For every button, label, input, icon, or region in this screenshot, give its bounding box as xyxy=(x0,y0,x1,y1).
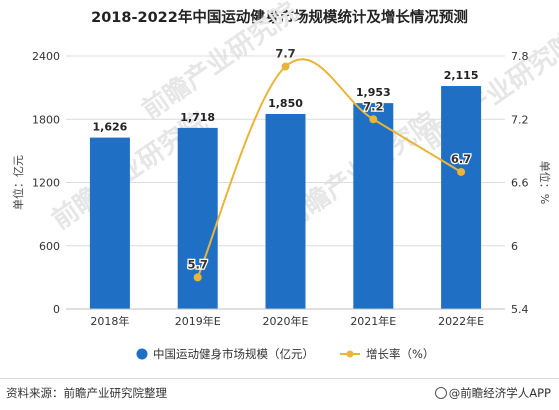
brand-logo-icon xyxy=(435,387,447,399)
legend-bar-label: 中国运动健身市场规模（亿元） xyxy=(153,347,314,361)
x-tick-label: 2022年E xyxy=(438,314,484,328)
legend-bar-marker xyxy=(137,349,148,360)
bar xyxy=(266,114,306,309)
growth-value-label: 7.7 xyxy=(275,47,295,61)
growth-point xyxy=(282,63,290,71)
growth-value-label: 6.7 xyxy=(451,152,471,166)
bar-value-label: 1,850 xyxy=(268,97,303,110)
x-tick-label: 2019年E xyxy=(175,314,221,328)
growth-line xyxy=(198,59,461,277)
y-left-tick-label: 1800 xyxy=(32,113,60,126)
growth-point xyxy=(369,115,377,123)
brand-text: @前瞻经济学人APP xyxy=(449,386,551,400)
bar xyxy=(353,103,393,309)
y-right-tick-label: 5.4 xyxy=(511,303,529,316)
legend-line-label: 增长率（%） xyxy=(366,347,434,361)
growth-point xyxy=(457,168,465,176)
y-right-tick-label: 6.6 xyxy=(511,177,529,190)
y-right-tick-label: 7.2 xyxy=(511,113,529,126)
source-note: 资料来源：前瞻产业研究院整理 xyxy=(6,385,167,401)
y-left-tick-label: 600 xyxy=(39,240,60,253)
y-left-axis-label: 单位：亿元 xyxy=(11,155,25,210)
bar xyxy=(90,138,130,309)
legend: 中国运动健身市场规模（亿元） 增长率（%） xyxy=(137,347,435,361)
y-right-tick-label: 6 xyxy=(511,240,518,253)
chart: 前瞻产业研究院前瞻产业研究院前瞻产业研究院前瞻产业研究院 1,6261,7181… xyxy=(0,0,559,380)
bar-value-label: 2,115 xyxy=(444,69,479,82)
x-tick-label: 2018年 xyxy=(90,314,129,328)
y-left-tick-label: 1200 xyxy=(32,177,60,190)
footer-divider xyxy=(0,378,559,379)
y-right-axis-label: 单位：% xyxy=(538,161,552,204)
growth-value-label: 7.2 xyxy=(363,99,383,113)
x-tick-label: 2021年E xyxy=(350,314,396,328)
legend-line-dot xyxy=(347,351,354,358)
y-left-tick-label: 0 xyxy=(53,303,60,316)
bar-value-label: 1,953 xyxy=(356,86,391,99)
x-tick-label: 2020年E xyxy=(263,314,309,328)
bar xyxy=(441,86,481,309)
growth-point xyxy=(194,273,202,281)
y-right-tick-label: 7.8 xyxy=(511,50,529,63)
bar-value-label: 1,718 xyxy=(180,111,215,124)
bar xyxy=(178,128,218,309)
watermark-text: 前瞻产业研究院 xyxy=(416,26,559,156)
bar-value-label: 1,626 xyxy=(93,121,128,134)
y-left-tick-label: 2400 xyxy=(32,50,60,63)
brand-credit: @前瞻经济学人APP xyxy=(435,385,551,401)
growth-value-label: 5.7 xyxy=(188,257,208,271)
